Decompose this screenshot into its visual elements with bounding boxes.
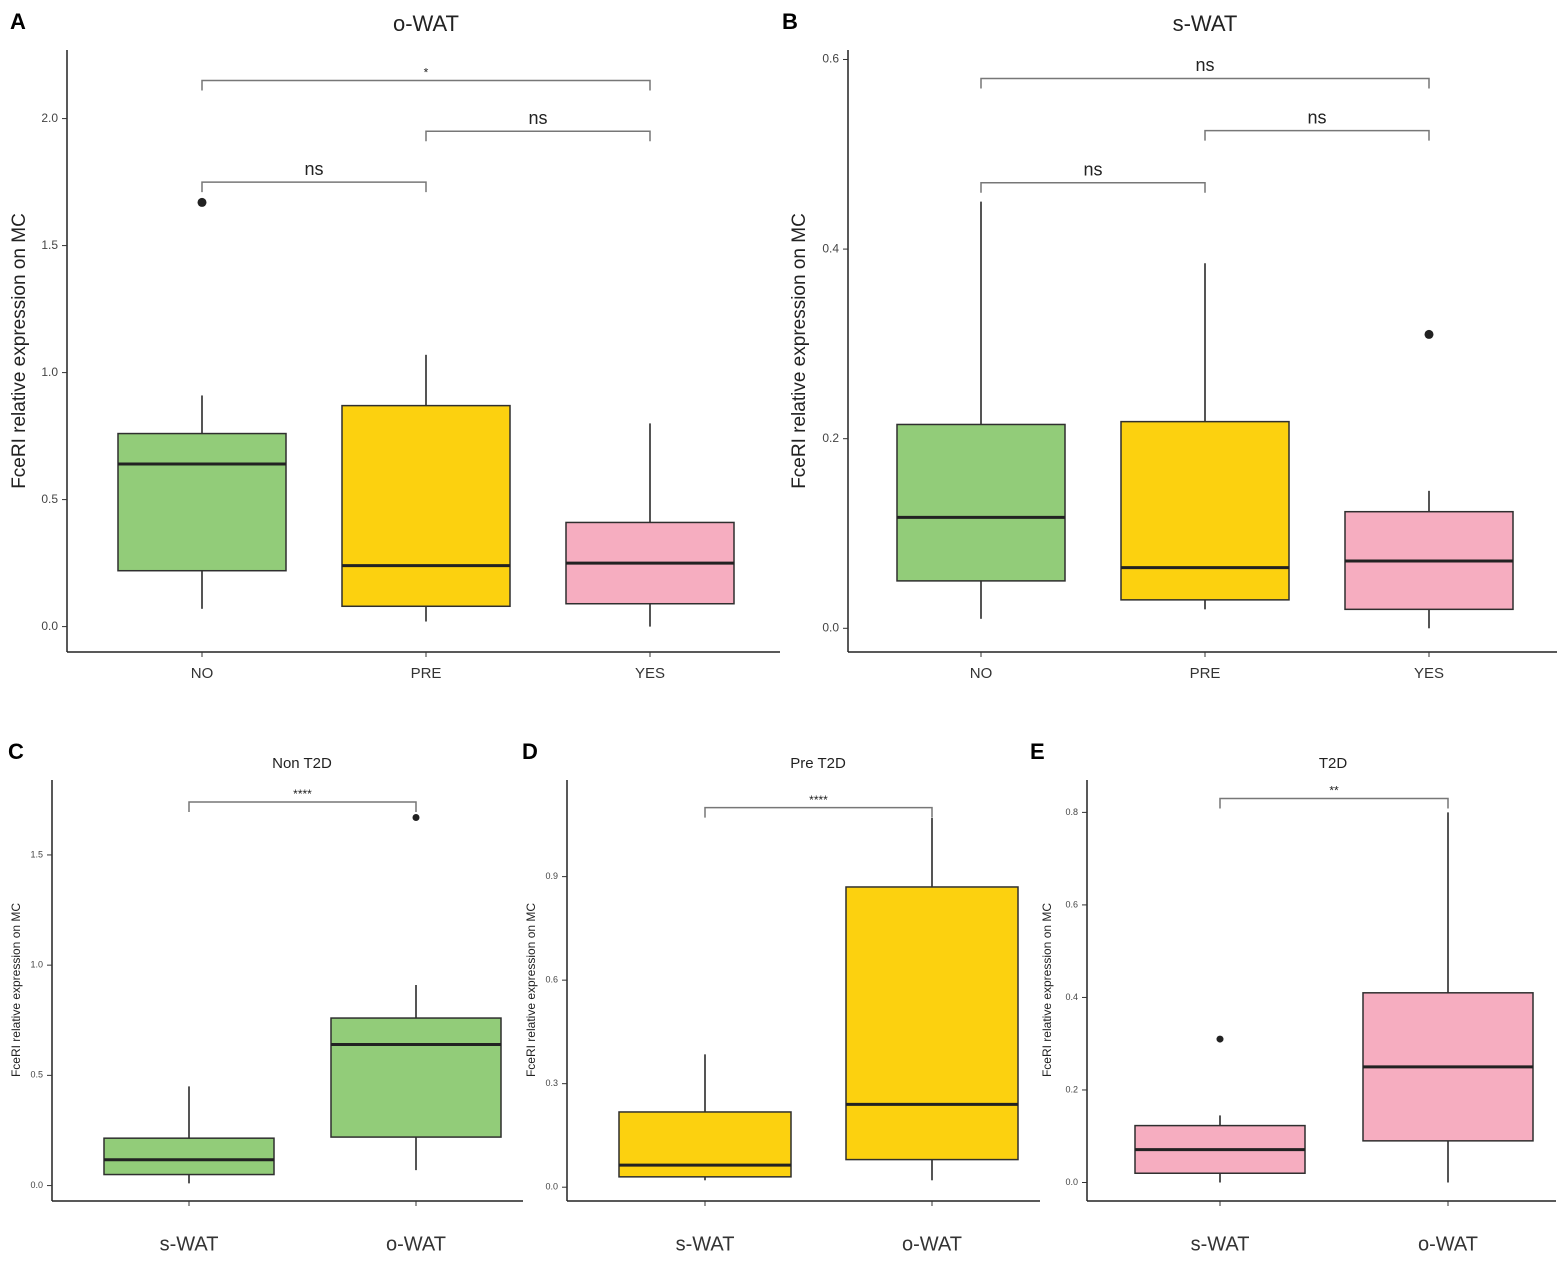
- box-no: [117, 432, 287, 572]
- y-tick-label: 0.6: [822, 52, 839, 66]
- box-o-wat: [330, 1017, 502, 1138]
- outlier-point: [1216, 1035, 1224, 1043]
- significance-bracket: [201, 181, 427, 193]
- y-axis-label: FceRI relative expression on MC: [1040, 903, 1054, 1077]
- significance-bracket: [1219, 797, 1449, 809]
- y-axis-label: FceRI relative expression on MC: [524, 903, 538, 1077]
- panel-label: E: [1030, 739, 1045, 764]
- y-tick-label: 0.3: [545, 1078, 558, 1088]
- significance-label: ns: [304, 159, 323, 179]
- significance-bracket: [704, 806, 933, 818]
- significance-label: ns: [1083, 159, 1102, 179]
- significance-label: ns: [1195, 55, 1214, 75]
- box-s-wat: [103, 1137, 275, 1176]
- y-tick-label: 1.0: [30, 960, 43, 970]
- x-tick-label: o-WAT: [386, 1233, 446, 1255]
- panel-title: Non T2D: [272, 755, 332, 772]
- y-tick-label: 0.0: [1065, 1177, 1078, 1187]
- y-tick-label: 0.0: [822, 620, 839, 634]
- x-tick-label: NO: [970, 665, 993, 682]
- outlier-point: [412, 813, 420, 821]
- y-tick-label: 0.6: [545, 975, 558, 985]
- y-tick-label: 1.0: [41, 365, 58, 379]
- y-tick-label: 0.2: [1065, 1084, 1078, 1094]
- significance-bracket: [980, 181, 1206, 193]
- outlier-point: [197, 197, 207, 207]
- significance-bracket: [188, 801, 417, 813]
- x-tick-label: YES: [635, 665, 665, 682]
- significance-label: **: [1329, 784, 1339, 798]
- panel-title: s-WAT: [1173, 11, 1238, 36]
- y-tick-label: 0.6: [1065, 899, 1078, 909]
- y-tick-label: 0.0: [30, 1180, 43, 1190]
- significance-label: ns: [1307, 107, 1326, 127]
- y-axis-label: FceRI relative expression on MC: [9, 903, 23, 1077]
- y-tick-label: 2.0: [41, 111, 58, 125]
- x-tick-label: s-WAT: [160, 1233, 219, 1255]
- y-tick-label: 1.5: [41, 238, 58, 252]
- x-tick-label: PRE: [1190, 665, 1221, 682]
- y-tick-label: 0.2: [822, 431, 839, 445]
- panel-label: A: [10, 9, 26, 34]
- significance-label: ****: [809, 793, 828, 807]
- x-tick-label: o-WAT: [1418, 1233, 1478, 1255]
- significance-label: *: [424, 66, 429, 80]
- box-no: [896, 423, 1066, 582]
- y-tick-label: 0.4: [1065, 992, 1078, 1002]
- box-s-wat: [618, 1111, 792, 1178]
- panel-title: o-WAT: [393, 11, 459, 36]
- y-tick-label: 1.5: [30, 849, 43, 859]
- y-tick-label: 0.5: [30, 1070, 43, 1080]
- box-o-wat: [845, 886, 1019, 1161]
- significance-bracket: [1204, 129, 1430, 141]
- x-tick-label: s-WAT: [1191, 1233, 1250, 1255]
- y-tick-label: 0.0: [41, 619, 58, 633]
- panel-title: T2D: [1319, 755, 1348, 772]
- y-axis-label: FceRI relative expression on MC: [9, 213, 30, 489]
- y-tick-label: 0.8: [1065, 807, 1078, 817]
- panel-d: D Pre T2D FceRI relative expression on MC 0…: [522, 739, 1040, 1255]
- x-tick-label: s-WAT: [676, 1233, 735, 1255]
- y-axis-label: FceRI relative expression on MC: [789, 213, 810, 489]
- x-tick-label: o-WAT: [902, 1233, 962, 1255]
- y-tick-label: 0.5: [41, 492, 58, 506]
- significance-bracket: [201, 79, 651, 91]
- significance-label: ****: [293, 787, 312, 801]
- panel-label: C: [8, 739, 24, 764]
- panel-e: E T2D FceRI relative expression on MC 0.0 0.…: [1030, 739, 1556, 1255]
- significance-label: ns: [528, 108, 547, 128]
- x-tick-label: YES: [1414, 665, 1444, 682]
- y-tick-label: 0.4: [822, 241, 839, 255]
- significance-bracket: [980, 77, 1430, 89]
- panel-label: D: [522, 739, 538, 764]
- significance-bracket: [425, 130, 651, 142]
- panel-title: Pre T2D: [790, 755, 846, 772]
- box-pre: [341, 404, 511, 608]
- outlier-point: [1424, 329, 1434, 339]
- x-tick-label: NO: [191, 665, 214, 682]
- y-tick-label: 0.0: [545, 1182, 558, 1192]
- y-tick-label: 0.9: [545, 871, 558, 881]
- box-pre: [1120, 420, 1290, 601]
- panel-label: B: [782, 9, 798, 34]
- x-tick-label: PRE: [411, 665, 442, 682]
- panel-c: C Non T2D FceRI relative expression on MC 0…: [8, 739, 523, 1255]
